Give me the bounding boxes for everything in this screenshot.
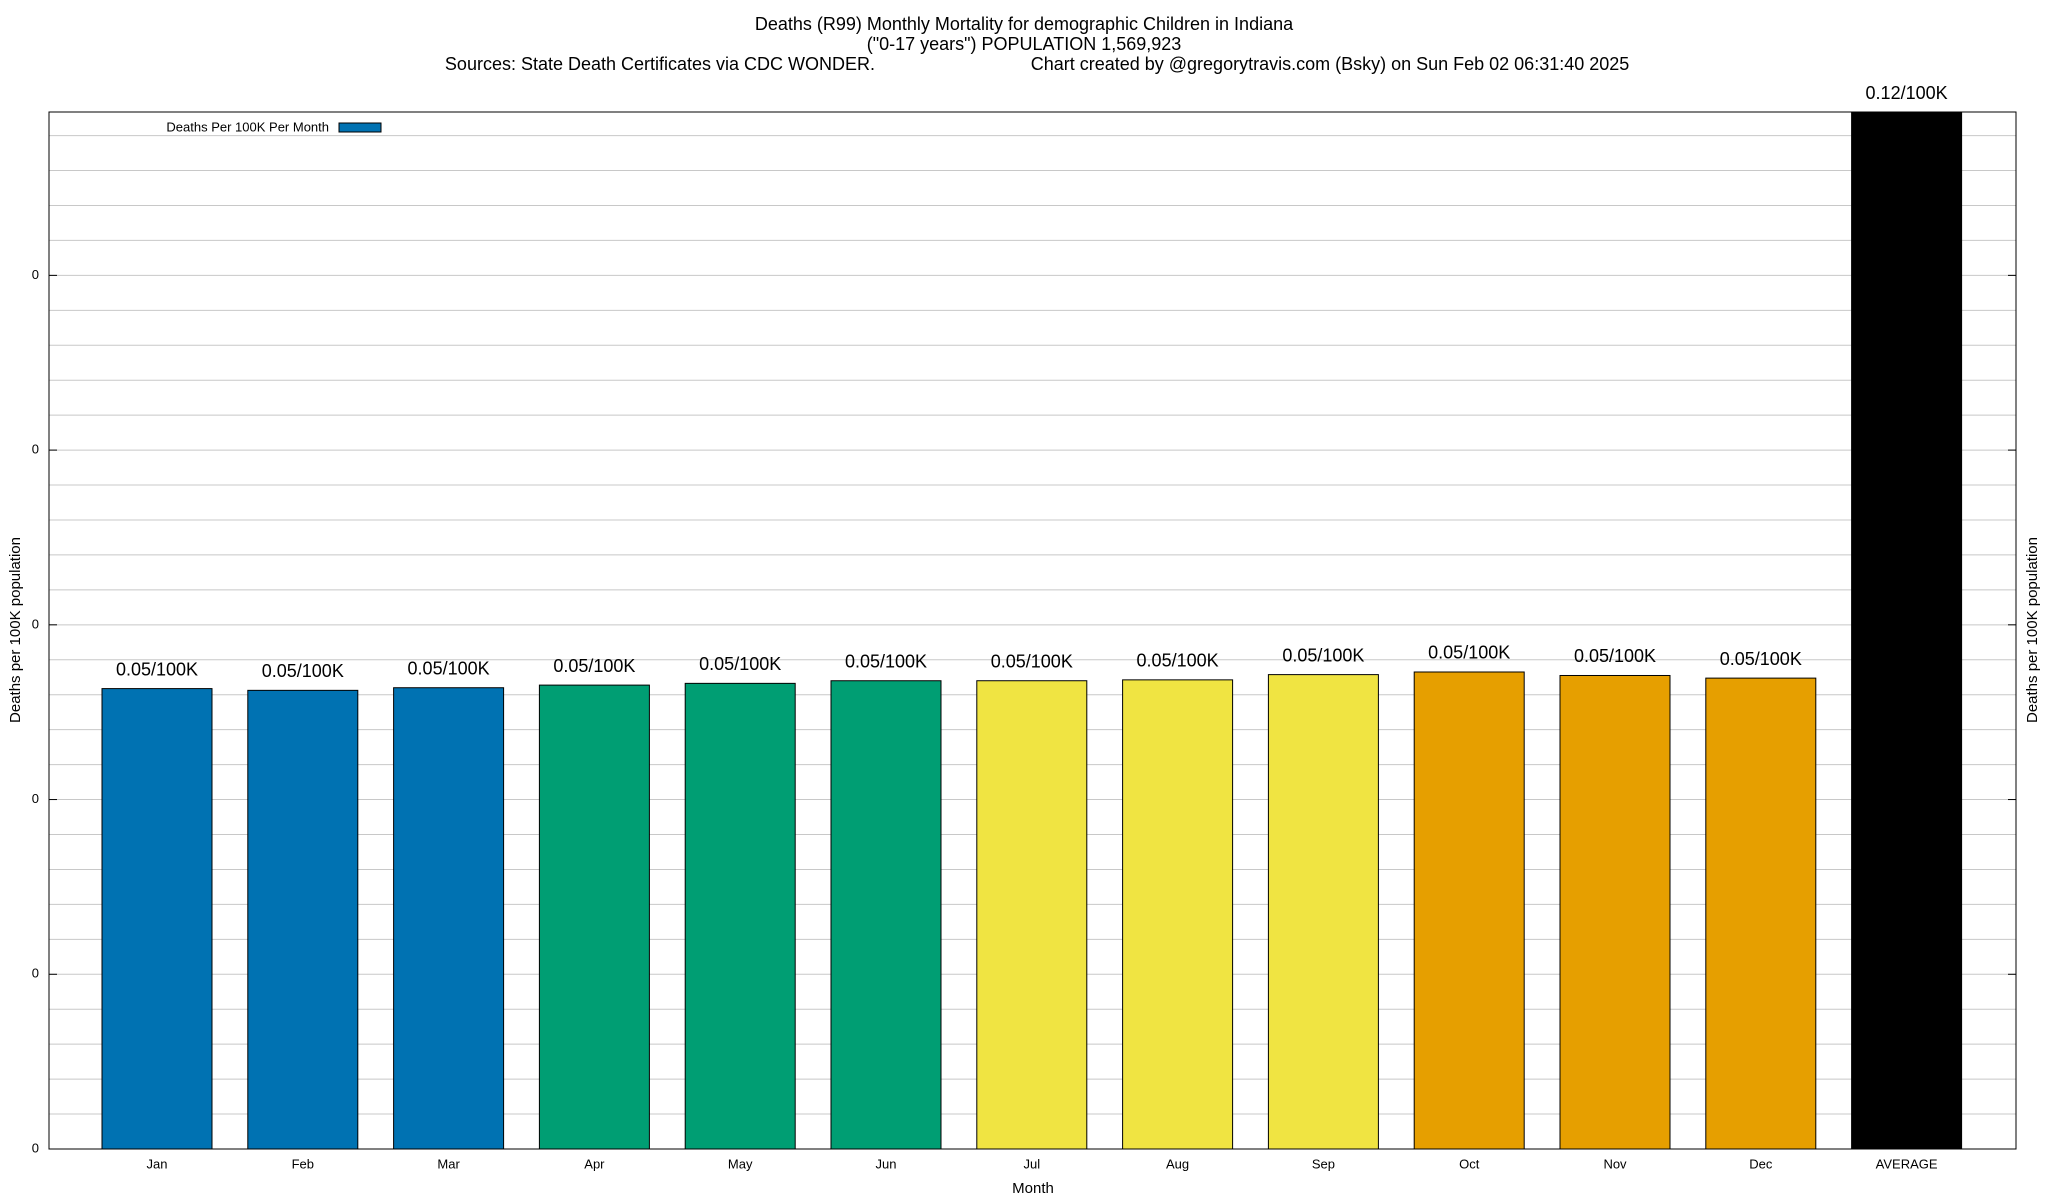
bar [1705, 677, 1817, 1149]
x-tick-label: May [728, 1156, 753, 1171]
x-tick-label: Jan [147, 1156, 168, 1171]
bar [684, 682, 796, 1149]
value-label: 0.05/100K [116, 659, 198, 679]
value-label: 0.05/100K [991, 651, 1073, 671]
value-label: 0.12/100K [1866, 83, 1948, 103]
value-label: 0.05/100K [1137, 651, 1219, 671]
credit-note: Chart created by @gregorytravis.com (Bsk… [1031, 54, 1630, 74]
chart-subtitle: ("0-17 years") POPULATION 1,569,923 [867, 34, 1182, 54]
value-label: 0.05/100K [1282, 645, 1364, 665]
y-tick-label: 0 [32, 791, 39, 806]
x-tick-label: Nov [1603, 1156, 1627, 1171]
x-tick-label: AVERAGE [1876, 1156, 1938, 1171]
bar [1267, 674, 1379, 1149]
value-label: 0.05/100K [262, 661, 344, 681]
x-axis-label: Month [1012, 1180, 1054, 1197]
x-tick-label: Apr [584, 1156, 605, 1171]
chart-title: Deaths (R99) Monthly Mortality for demog… [755, 14, 1294, 34]
bar [1559, 674, 1671, 1149]
bar [247, 689, 359, 1149]
value-label: 0.05/100K [408, 658, 490, 678]
bar [393, 687, 505, 1149]
bar [101, 688, 213, 1149]
value-label: 0.05/100K [845, 651, 927, 671]
value-label: 0.05/100K [1720, 649, 1802, 669]
y-axis-label: Deaths per 100K population [7, 537, 24, 723]
legend-label: Deaths Per 100K Per Month [166, 119, 329, 134]
y-tick-label: 0 [32, 442, 39, 457]
y-tick-label: 0 [32, 1140, 39, 1155]
value-label: 0.05/100K [1574, 646, 1656, 666]
bar [830, 680, 942, 1149]
x-tick-label: Jul [1023, 1156, 1040, 1171]
x-tick-label: Mar [437, 1156, 460, 1171]
source-note: Sources: State Death Certificates via CD… [445, 54, 875, 74]
x-tick-label: Dec [1749, 1156, 1773, 1171]
y-tick-label: 0 [32, 616, 39, 631]
y-tick-label: 0 [32, 966, 39, 981]
x-tick-label: Oct [1459, 1156, 1480, 1171]
bar [1122, 679, 1234, 1149]
y-tick-label: 0 [32, 267, 39, 282]
x-tick-label: Sep [1312, 1156, 1335, 1171]
legend-swatch [338, 122, 382, 133]
bar [1851, 112, 1963, 1149]
plot-area [101, 112, 1963, 1149]
plot-frame [48, 111, 2017, 1150]
value-label: 0.05/100K [1428, 643, 1510, 663]
bar [976, 680, 1088, 1149]
x-tick-label: Jun [876, 1156, 897, 1171]
x-tick-label: Aug [1166, 1156, 1189, 1171]
value-label: 0.05/100K [699, 654, 781, 674]
bar [1413, 671, 1525, 1149]
bar [538, 684, 650, 1149]
value-label: 0.05/100K [553, 656, 635, 676]
y2-axis-label: Deaths per 100K population [2024, 537, 2041, 723]
x-tick-label: Feb [292, 1156, 314, 1171]
